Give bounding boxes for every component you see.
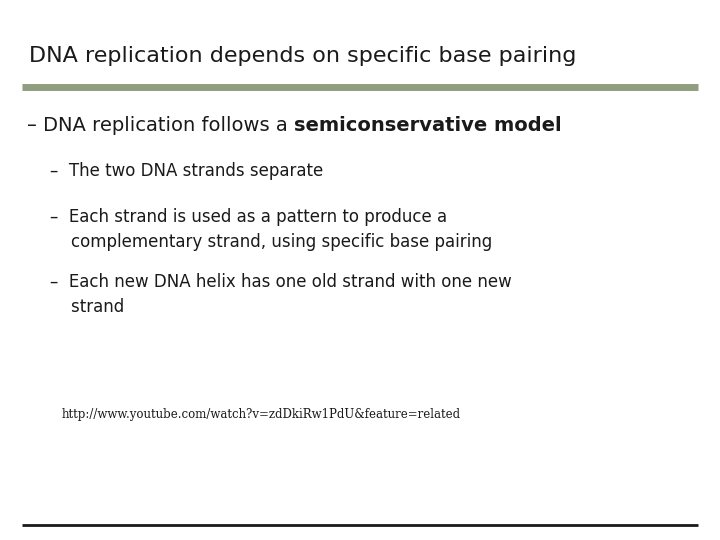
Text: semiconservative model: semiconservative model (294, 116, 562, 135)
Text: –  Each strand is used as a pattern to produce a
    complementary strand, using: – Each strand is used as a pattern to pr… (50, 208, 492, 251)
Text: –  Each new DNA helix has one old strand with one new
    strand: – Each new DNA helix has one old strand … (50, 273, 512, 316)
Text: – DNA replication follows a: – DNA replication follows a (27, 116, 294, 135)
Text: http://www.youtube.com/watch?v=zdDkiRw1PdU&feature=related: http://www.youtube.com/watch?v=zdDkiRw1P… (61, 408, 460, 421)
Text: –  The two DNA strands separate: – The two DNA strands separate (50, 162, 324, 180)
Text: DNA replication depends on specific base pairing: DNA replication depends on specific base… (29, 46, 576, 66)
